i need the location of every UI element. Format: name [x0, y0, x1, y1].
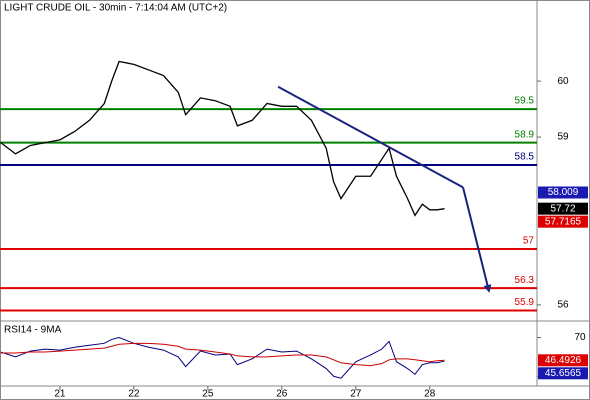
- level-label: 59.5: [515, 96, 535, 107]
- y-tick-label: 56: [557, 300, 569, 311]
- y-tick-label: 60: [557, 76, 569, 87]
- x-tick-label: 28: [424, 389, 436, 400]
- rsi-y-tick-label: 70: [574, 332, 586, 343]
- level-label: 58.9: [515, 129, 535, 140]
- value-box-label: 45.6565: [545, 368, 582, 379]
- value-box: [538, 215, 588, 228]
- x-tick-label: 22: [128, 389, 140, 400]
- value-box-label: 57.7165: [545, 216, 582, 227]
- x-tick-label: 27: [350, 389, 362, 400]
- value-box: [538, 367, 588, 380]
- level-label: 57: [523, 236, 535, 247]
- x-tick-label: 25: [202, 389, 214, 400]
- rsi-line: [0, 336, 445, 379]
- value-box: [538, 186, 588, 199]
- rsi-title: RSI14 - 9MA: [4, 325, 62, 336]
- level-label: 55.9: [515, 297, 535, 308]
- value-box: [538, 354, 588, 367]
- trend-line: [277, 85, 464, 189]
- value-box-label: 46.4926: [545, 355, 582, 366]
- level-label: 58.5: [515, 152, 535, 163]
- level-label: 56.3: [515, 275, 535, 286]
- y-tick-label: 59: [557, 132, 569, 143]
- value-box: [538, 202, 588, 215]
- forecast-arrow: [462, 187, 492, 293]
- x-tick-label: 21: [54, 389, 66, 400]
- value-box-label: 57.72: [550, 203, 575, 214]
- chart-title: LIGHT CRUDE OIL - 30min - 7:14:04 AM (UT…: [4, 3, 227, 14]
- price-line: [0, 60, 445, 217]
- rsi-line: [0, 342, 445, 367]
- x-tick-label: 26: [276, 389, 288, 400]
- value-box-label: 58.009: [548, 187, 579, 198]
